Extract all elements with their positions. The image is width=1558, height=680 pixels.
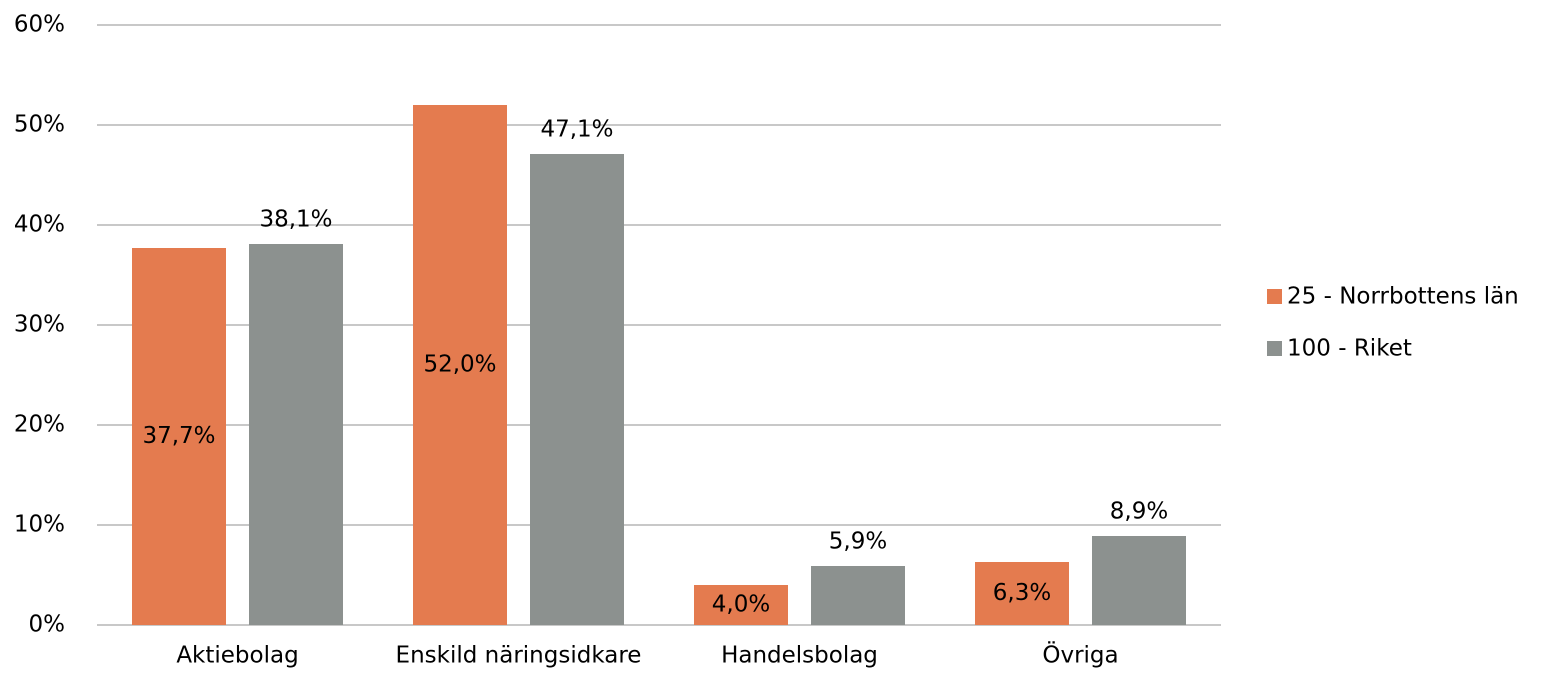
- data-label: 8,9%: [1110, 499, 1168, 525]
- bar: [694, 585, 788, 625]
- bar: [1092, 536, 1186, 625]
- legend-swatch: [1267, 341, 1282, 356]
- y-tick-label: 40%: [14, 212, 65, 238]
- x-tick-label: Övriga: [1042, 641, 1118, 669]
- data-label: 6,3%: [993, 580, 1051, 606]
- x-tick-label: Enskild näringsidkare: [396, 643, 642, 669]
- bar: [530, 154, 624, 625]
- data-label: 52,0%: [423, 352, 496, 378]
- y-tick-label: 30%: [14, 312, 65, 338]
- x-tick-label: Handelsbolag: [721, 643, 878, 669]
- data-label: 5,9%: [829, 529, 887, 555]
- y-tick-label: 10%: [14, 512, 65, 538]
- y-tick-label: 50%: [14, 112, 65, 138]
- bar: [249, 244, 343, 625]
- data-label: 4,0%: [712, 592, 770, 618]
- data-label: 37,7%: [142, 423, 215, 449]
- bar: [811, 566, 905, 625]
- legend-label: 25 - Norrbottens län: [1287, 284, 1519, 310]
- bar: [132, 248, 226, 625]
- y-tick-label: 60%: [14, 12, 65, 38]
- legend-swatch: [1267, 289, 1282, 304]
- data-label: 38,1%: [259, 207, 332, 233]
- x-tick-label: Aktiebolag: [176, 643, 298, 669]
- y-tick-label: 0%: [29, 612, 66, 638]
- bar: [975, 562, 1069, 625]
- bar: [413, 105, 507, 625]
- y-tick-label: 20%: [14, 412, 65, 438]
- legend-label: 100 - Riket: [1287, 336, 1412, 362]
- data-label: 47,1%: [540, 117, 613, 143]
